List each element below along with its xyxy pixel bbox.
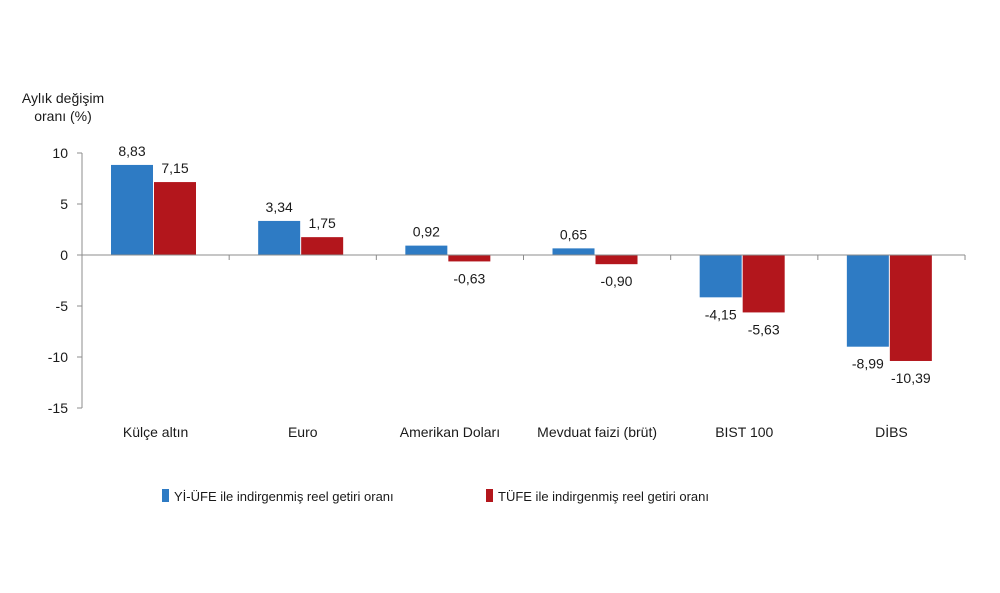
y-axis-label: Aylık değişim oranı (%) bbox=[22, 90, 104, 124]
y-axis-ticks: 10 5 0 -5 -10 -15 bbox=[48, 145, 82, 416]
data-label: 8,83 bbox=[118, 143, 145, 159]
legend: Yİ-ÜFE ile indirgenmiş reel getiri oranı… bbox=[162, 489, 709, 504]
y-tick-label: -10 bbox=[48, 349, 68, 365]
bar-yi-ufe-2 bbox=[405, 245, 448, 255]
category-label: Külçe altın bbox=[123, 424, 188, 440]
bar-tufe-0 bbox=[154, 182, 196, 255]
legend-label: TÜFE ile indirgenmiş reel getiri oranı bbox=[498, 489, 709, 504]
y-tick-label: 5 bbox=[60, 196, 68, 212]
data-label: -8,99 bbox=[852, 356, 884, 372]
bar-tufe-5 bbox=[889, 255, 932, 361]
bar-yi-ufe-3 bbox=[552, 248, 595, 255]
y-tick-label: -15 bbox=[48, 400, 68, 416]
y-tick-label: 0 bbox=[60, 247, 68, 263]
bar-yi-ufe-1 bbox=[258, 220, 301, 255]
data-label: 3,34 bbox=[266, 199, 293, 215]
category-label: Amerikan Doları bbox=[400, 424, 500, 440]
bar-tufe-1 bbox=[301, 237, 344, 255]
category-label: BIST 100 bbox=[715, 424, 773, 440]
legend-swatch bbox=[486, 489, 493, 502]
data-label: -0,90 bbox=[601, 273, 633, 289]
category-label: Euro bbox=[288, 424, 318, 440]
y-axis-label-line: oranı (%) bbox=[34, 108, 92, 124]
data-label: 1,75 bbox=[309, 215, 336, 231]
legend-label: Yİ-ÜFE ile indirgenmiş reel getiri oranı bbox=[174, 489, 394, 504]
category-label: DİBS bbox=[875, 423, 908, 440]
category-labels: Külçe altın Euro Amerikan Doları Mevduat fa… bbox=[123, 423, 908, 440]
legend-swatch bbox=[162, 489, 169, 502]
y-tick-label: -5 bbox=[56, 298, 69, 314]
bar-yi-ufe-0 bbox=[111, 164, 153, 255]
data-label: -4,15 bbox=[705, 306, 737, 322]
data-label: -0,63 bbox=[453, 270, 485, 286]
data-label: -5,63 bbox=[748, 321, 780, 337]
y-axis-label-line: Aylık değişim bbox=[22, 90, 104, 106]
bar-tufe-3 bbox=[595, 255, 638, 265]
bar-yi-ufe-5 bbox=[846, 255, 889, 347]
axes bbox=[81, 153, 966, 408]
data-label: -10,39 bbox=[891, 370, 931, 386]
data-label: 0,65 bbox=[560, 226, 587, 242]
bars bbox=[111, 164, 932, 361]
data-label: 0,92 bbox=[413, 224, 440, 240]
y-tick-label: 10 bbox=[52, 145, 68, 161]
bar-tufe-4 bbox=[742, 255, 785, 313]
bar-yi-ufe-4 bbox=[699, 255, 742, 298]
data-labels: 8,83 3,34 0,92 0,65 -4,15 -8,99 7,15 1,75 -0,63 -… bbox=[118, 143, 931, 386]
category-label: Mevduat faizi (brüt) bbox=[537, 424, 657, 440]
data-label: 7,15 bbox=[161, 160, 188, 176]
bar-tufe-2 bbox=[448, 255, 491, 262]
